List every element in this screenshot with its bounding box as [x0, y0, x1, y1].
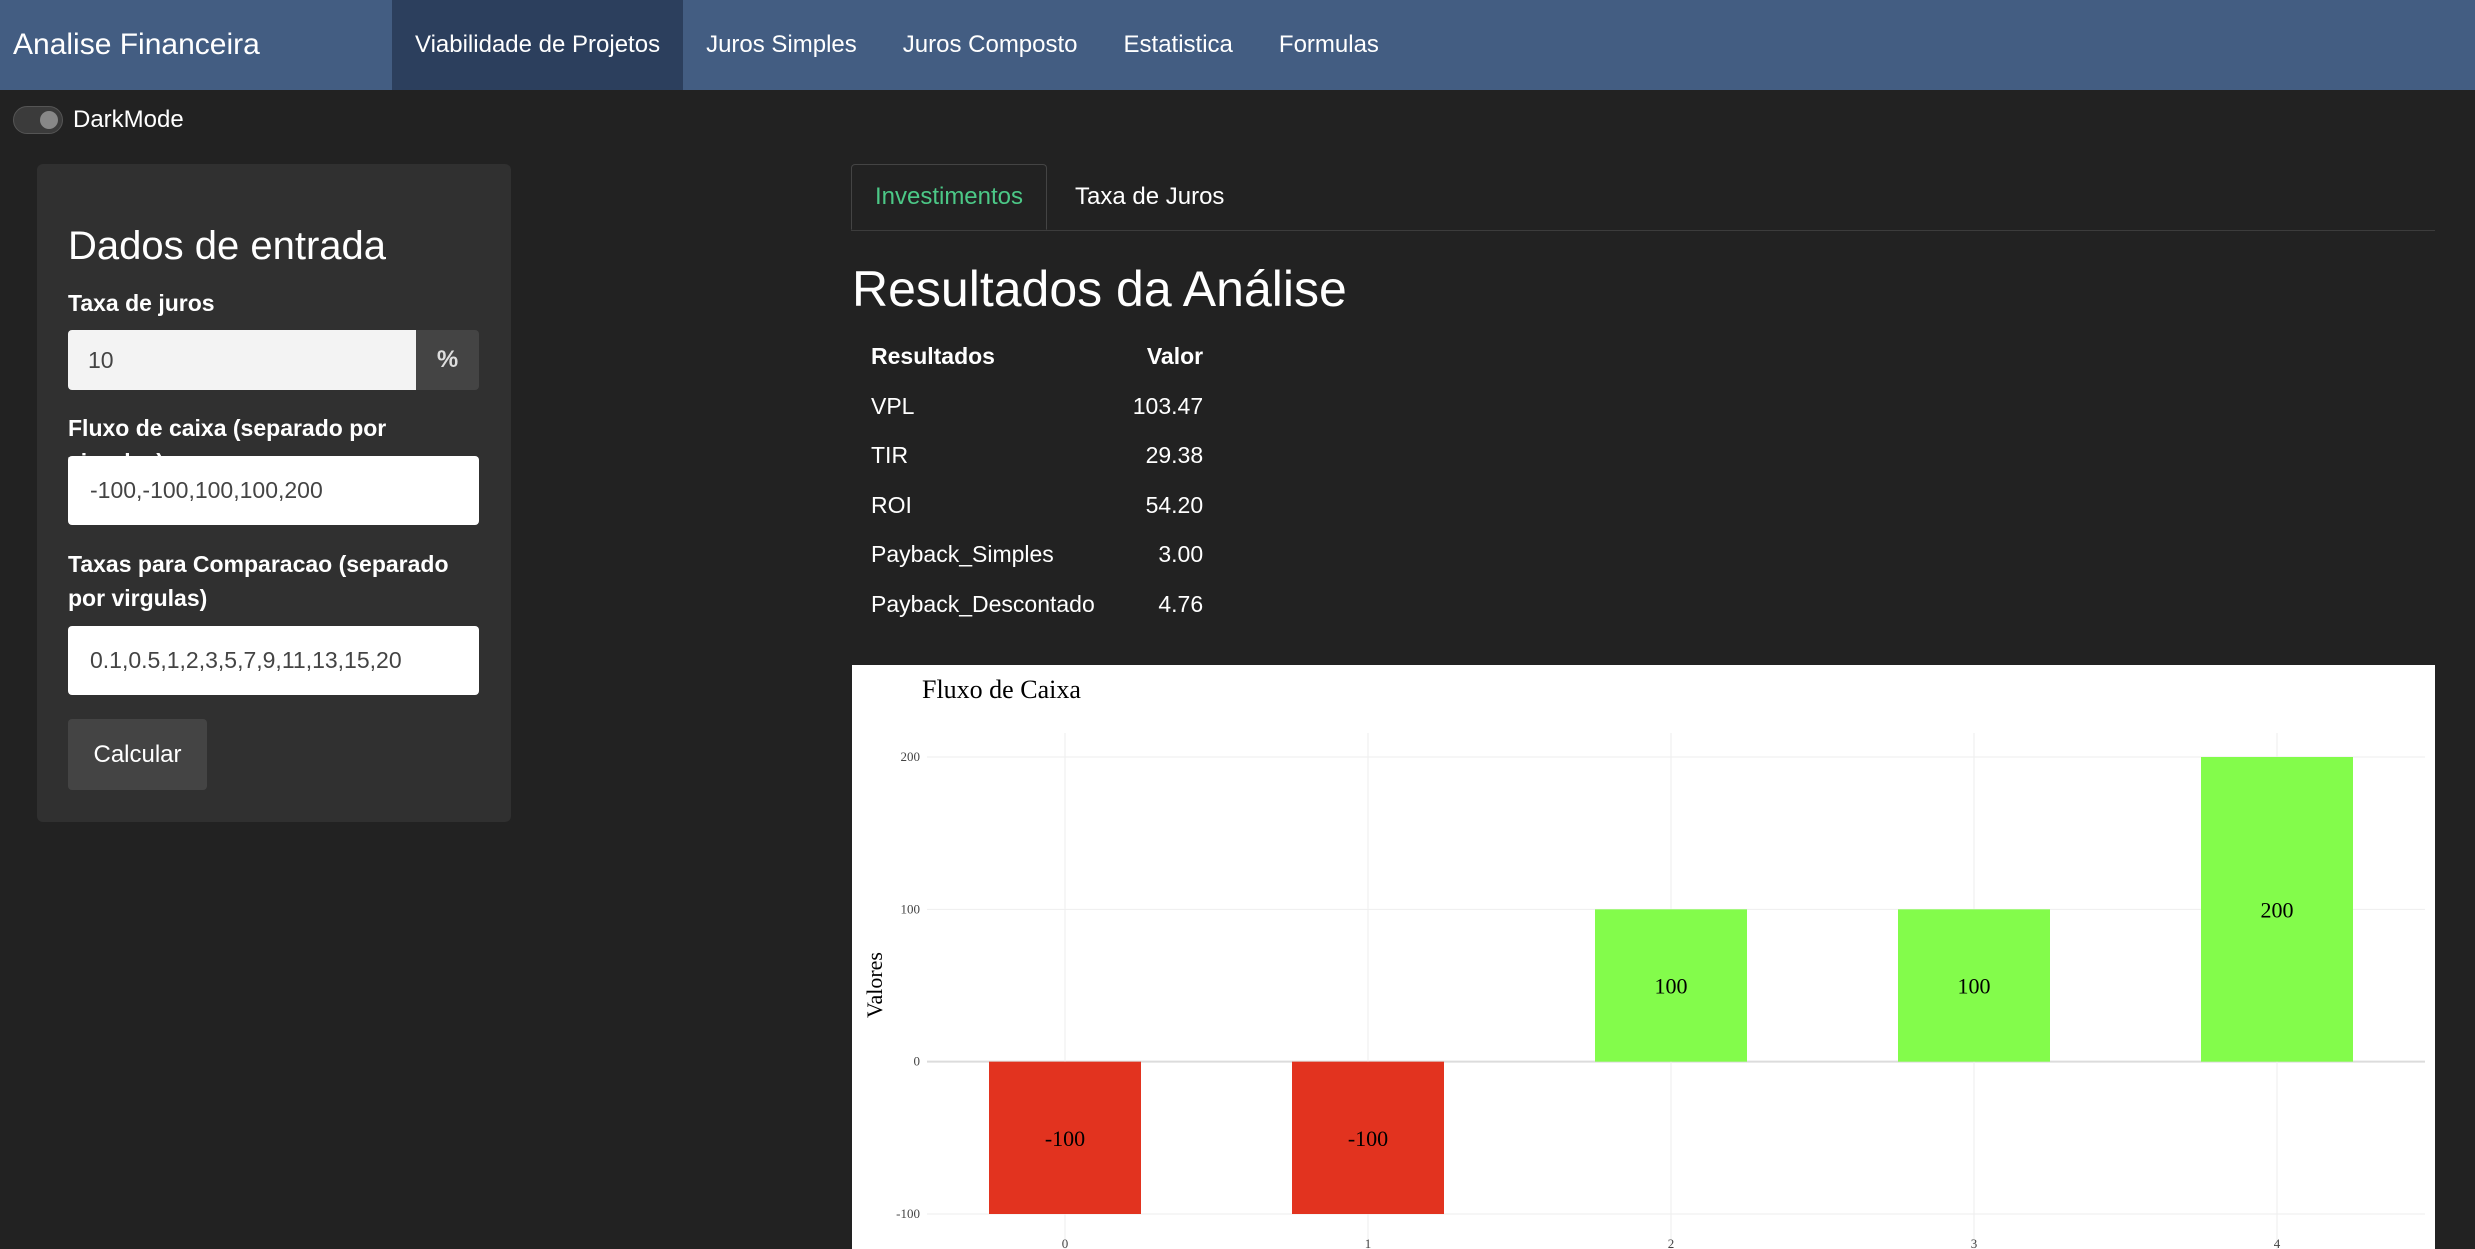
x-tick-label: 1 [1365, 1236, 1372, 1249]
compare-rates-input[interactable]: 0.1,0.5,1,2,3,5,7,9,11,13,15,20 [68, 626, 479, 695]
bar [989, 1061, 1141, 1214]
result-name: ROI [871, 491, 912, 518]
tab-taxa-de-juros[interactable]: Taxa de Juros [1075, 183, 1225, 210]
chart-ylabel: Valores [862, 952, 887, 1018]
navbar: Analise Financeira Viabilidade de Projet… [0, 0, 2475, 90]
bar-data-label: 100 [1655, 974, 1688, 999]
y-tick-label: 100 [901, 901, 921, 916]
results-header-row: Resultados Valor [852, 332, 1222, 382]
cashflow-chart: Fluxo de Caixa Valores -100 0 100 200 0 1 2 3 4-… [852, 665, 2435, 1249]
compare-rates-label: Taxas para Comparacao (separado por virg… [68, 551, 449, 611]
app-brand[interactable]: Analise Financeira [13, 28, 260, 61]
bar-data-label: 100 [1958, 974, 1991, 999]
y-tick-label: -100 [896, 1206, 920, 1221]
bar [1898, 909, 2050, 1062]
rate-input[interactable]: 10 [68, 330, 416, 390]
nav-juros-simples[interactable]: Juros Simples [706, 31, 857, 58]
darkmode-switch[interactable] [13, 106, 63, 134]
result-value: 103.47 [1132, 392, 1204, 419]
bar [1595, 909, 1747, 1062]
calcular-button[interactable]: Calcular [68, 719, 207, 790]
result-value: 54.20 [1145, 491, 1204, 518]
tab-investimentos[interactable]: Investimentos [851, 164, 1047, 230]
percent-icon: % [416, 330, 479, 390]
table-row: Payback_Simples 3.00 [852, 530, 1222, 580]
header-valor: Valor [1146, 343, 1204, 370]
result-tabs: Investimentos Taxa de Juros [851, 164, 2435, 231]
table-row: ROI 54.20 [852, 481, 1222, 531]
table-row: VPL 103.47 [852, 382, 1222, 432]
nav-formulas[interactable]: Formulas [1278, 31, 1379, 58]
x-tick-label: 2 [1668, 1236, 1675, 1249]
result-name: Payback_Simples [871, 541, 1054, 568]
x-tick-label: 3 [1971, 1236, 1978, 1249]
cashflow-input[interactable]: -100,-100,100,100,200 [68, 456, 479, 525]
nav-estatistica[interactable]: Estatistica [1123, 31, 1233, 58]
results-table: Resultados Valor VPL 103.47 TIR 29.38 ROI 5… [852, 332, 1222, 629]
result-name: VPL [871, 392, 915, 419]
chart-title: Fluxo de Caixa [922, 675, 1081, 704]
x-tick-label: 0 [1062, 1236, 1069, 1249]
nav-viabilidade-de-projetos[interactable]: Viabilidade de Projetos [392, 0, 684, 90]
header-resultados: Resultados [871, 343, 995, 370]
nav-juros-composto[interactable]: Juros Composto [902, 31, 1078, 58]
chart-plot-area: -100 0 100 200 0 1 2 3 4 -100 -100 100 100 200 [896, 733, 2425, 1249]
result-value: 4.76 [1158, 590, 1204, 617]
table-row: Payback_Descontado 4.76 [852, 580, 1222, 630]
bar [2201, 757, 2353, 1062]
x-tick-label: 4 [2274, 1236, 2281, 1249]
rate-label: Taxa de juros [68, 290, 215, 316]
input-panel: Dados de entrada Taxa de juros 10 % Flux… [37, 164, 511, 822]
result-value: 3.00 [1158, 541, 1204, 568]
bar [1292, 1061, 1444, 1214]
y-tick-label: 200 [901, 749, 921, 764]
result-name: TIR [871, 442, 909, 469]
y-tick-label: 0 [914, 1054, 921, 1069]
switch-knob [40, 111, 58, 129]
result-name: Payback_Descontado [871, 590, 1095, 617]
result-value: 29.38 [1145, 442, 1204, 469]
panel-title: Dados de entrada [68, 224, 387, 268]
darkmode-toggle-group: DarkMode [13, 106, 184, 134]
bar-data-label: 200 [2261, 897, 2294, 922]
bar-data-label: -100 [1045, 1126, 1085, 1151]
table-row: TIR 29.38 [852, 431, 1222, 481]
bar-data-label: -100 [1348, 1126, 1388, 1151]
results-title: Resultados da Análise [852, 261, 1347, 317]
darkmode-label: DarkMode [73, 106, 184, 133]
